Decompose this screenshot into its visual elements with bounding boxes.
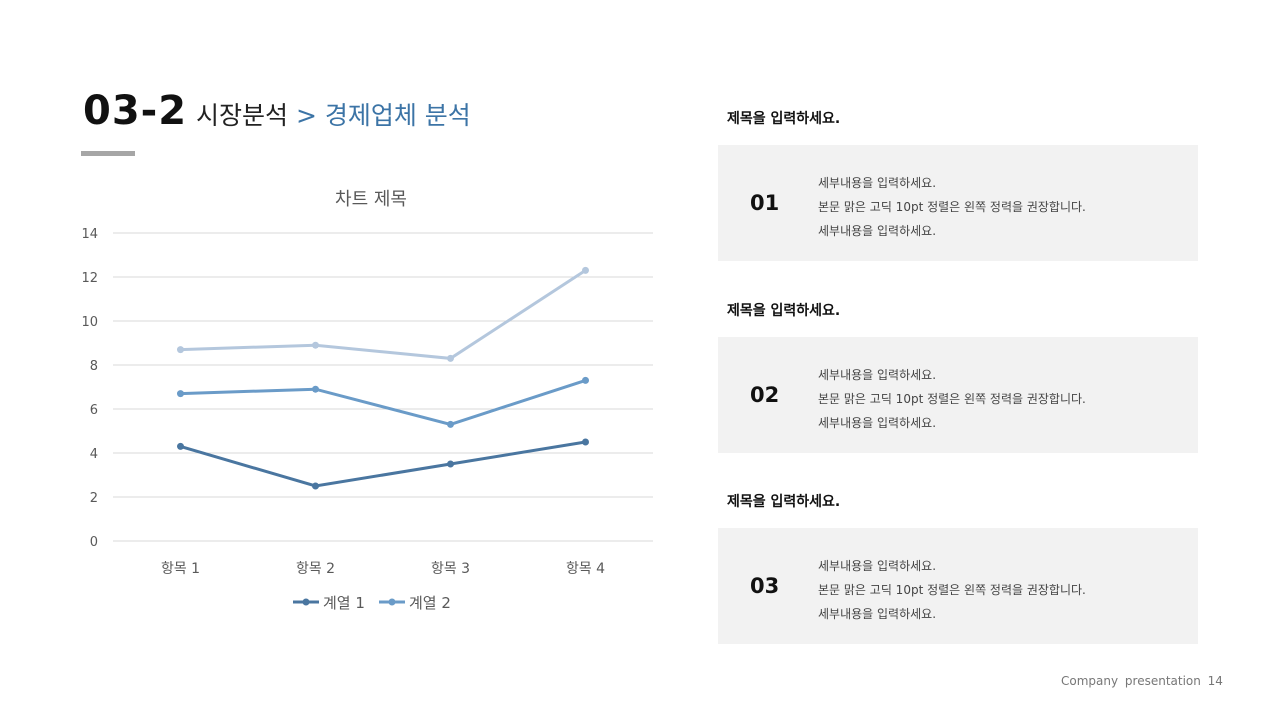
y-tick-label: 4: [90, 447, 98, 462]
data-point: [177, 346, 184, 354]
y-tick-label: 6: [90, 403, 98, 418]
series-line: [180, 269, 587, 360]
chart-title: 차트 제목: [335, 189, 407, 210]
y-tick-label: 12: [81, 271, 98, 286]
x-tick-label: 항목 4: [566, 561, 605, 577]
box-number: 01: [750, 191, 780, 215]
x-tick-label: 항목 2: [296, 561, 335, 577]
data-point: [312, 385, 319, 393]
data-point: [447, 460, 454, 468]
title-sub: 경제업체 분석: [324, 101, 471, 130]
legend-label: 계열 1: [323, 594, 365, 612]
y-tick-label: 8: [90, 359, 98, 374]
box-line: 본문 맑은 고딕 10pt 정렬은 왼쪽 정력을 권장합니다.: [818, 200, 1086, 214]
title-main: 시장분석: [196, 101, 289, 130]
section-title: 제목을 입력하세요.: [727, 494, 841, 510]
data-point: [312, 341, 319, 349]
y-tick-label: 2: [90, 491, 98, 506]
section-number: 03-2: [83, 88, 188, 134]
legend-marker: [302, 598, 310, 606]
data-point: [177, 442, 184, 450]
box-line: 세부내용을 입력하세요.: [818, 559, 937, 573]
legend-marker: [388, 598, 396, 606]
series-line: [180, 378, 586, 426]
box-line: 세부내용을 입력하세요.: [818, 368, 937, 382]
section-title: 제목을 입력하세요.: [727, 303, 841, 319]
data-point: [447, 354, 454, 362]
data-point: [582, 438, 589, 446]
title-separator: >: [288, 101, 325, 130]
section-box: 01 세부내용을 입력하세요. 본문 맑은 고딕 10pt 정렬은 왼쪽 정력을 …: [718, 145, 1198, 261]
section-box: 02 세부내용을 입력하세요. 본문 맑은 고딕 10pt 정렬은 왼쪽 정력을 …: [718, 337, 1198, 453]
data-point: [447, 420, 454, 428]
box-line: 세부내용을 입력하세요.: [818, 607, 937, 621]
x-tick-label: 항목 1: [161, 561, 200, 577]
section-box: 03 세부내용을 입력하세요. 본문 맑은 고딕 10pt 정렬은 왼쪽 정력을 …: [718, 528, 1198, 644]
box-line: 세부내용을 입력하세요.: [818, 224, 937, 238]
page-title: 시장분석 > 경제업체 분석: [196, 96, 471, 132]
box-line: 본문 맑은 고딕 10pt 정렬은 왼쪽 정력을 권장합니다.: [818, 392, 1086, 406]
legend-label: 계열 2: [409, 594, 451, 612]
y-tick-label: 14: [81, 227, 98, 242]
footer: Company presentation 14: [1061, 674, 1223, 688]
section-title: 제목을 입력하세요.: [727, 111, 841, 127]
x-tick-label: 항목 3: [431, 561, 470, 577]
series-line: [180, 440, 586, 488]
data-point: [582, 266, 589, 274]
y-tick-label: 0: [90, 535, 98, 550]
box-number: 02: [750, 383, 780, 407]
box-line: 본문 맑은 고딕 10pt 정렬은 왼쪽 정력을 권장합니다.: [818, 583, 1086, 597]
data-point: [177, 390, 184, 398]
box-number: 03: [750, 574, 780, 598]
line-chart: 차트 제목 0 2 4 6 8 10 12 14 항목 1 항목 2 항목 3 항목 4 계열 1 계열 2: [81, 189, 653, 612]
box-line: 세부내용을 입력하세요.: [818, 416, 937, 430]
box-line: 세부내용을 입력하세요.: [818, 176, 937, 190]
y-tick-label: 10: [81, 315, 98, 330]
title-underline: [81, 151, 135, 156]
data-point: [312, 482, 319, 490]
data-point: [582, 376, 589, 384]
